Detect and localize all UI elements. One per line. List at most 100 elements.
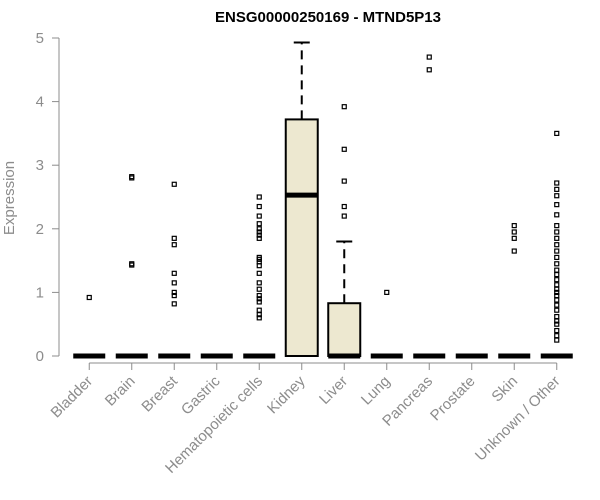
y-tick-label: 2 xyxy=(36,221,44,238)
outlier-point xyxy=(554,212,560,218)
outlier-point xyxy=(554,267,560,273)
outlier-point xyxy=(171,301,177,307)
outlier-point xyxy=(171,280,177,286)
x-tick-label: Lung xyxy=(358,373,394,409)
box-group xyxy=(243,194,276,359)
outlier-point xyxy=(341,146,347,152)
y-tick-label: 4 xyxy=(36,94,44,111)
box-group xyxy=(370,289,403,359)
box-group xyxy=(413,54,446,359)
box-group xyxy=(73,294,106,359)
outlier-point xyxy=(554,277,560,283)
outlier-point xyxy=(256,203,262,210)
outlier-point xyxy=(554,313,560,320)
y-tick-label: 5 xyxy=(36,30,44,47)
outlier-point xyxy=(256,315,262,321)
outlier-point xyxy=(171,292,177,299)
outlier-point xyxy=(256,307,262,313)
outlier-point xyxy=(554,186,560,192)
y-tick-label: 0 xyxy=(36,348,44,365)
box xyxy=(284,118,319,357)
outlier-point xyxy=(554,130,560,136)
outlier-point xyxy=(384,289,390,295)
outlier-point xyxy=(341,203,347,210)
outlier-point xyxy=(129,262,135,268)
outlier-point xyxy=(256,194,262,200)
box-group xyxy=(158,181,191,359)
outlier-point xyxy=(554,337,560,343)
outlier-point xyxy=(171,235,177,241)
outlier-point xyxy=(511,223,517,229)
outlier-point xyxy=(171,289,177,295)
outlier-point xyxy=(341,178,347,184)
outlier-point xyxy=(554,202,560,208)
outlier-point xyxy=(256,229,262,235)
x-tick-label: Prostate xyxy=(427,373,479,425)
y-tick-label: 3 xyxy=(36,157,44,174)
outlier-point xyxy=(341,104,347,110)
outlier-point xyxy=(171,270,177,276)
outlier-point xyxy=(554,289,560,295)
outlier-point xyxy=(554,180,560,186)
outlier-point xyxy=(129,175,135,181)
outlier-point xyxy=(256,299,262,305)
outlier-point xyxy=(256,226,262,232)
outlier-point xyxy=(426,54,432,60)
x-tick-label: Bladder xyxy=(47,373,96,422)
outlier-point xyxy=(554,307,560,313)
outlier-point xyxy=(554,235,560,241)
outlier-point xyxy=(256,221,262,227)
y-tick-label: 1 xyxy=(36,284,44,301)
x-tick-label: Skin xyxy=(488,373,521,406)
outlier-point xyxy=(554,292,560,299)
outlier-point xyxy=(129,174,135,180)
outlier-point xyxy=(256,254,262,261)
outlier-point xyxy=(256,270,262,276)
outlier-point xyxy=(554,242,560,248)
y-axis-label: Expression xyxy=(1,161,18,235)
outlier-point xyxy=(554,327,560,334)
plot-area xyxy=(73,41,573,359)
x-tick-label: Brain xyxy=(102,373,139,410)
outlier-point xyxy=(554,282,560,288)
outlier-point xyxy=(554,248,560,254)
box-group xyxy=(498,223,531,359)
outlier-point xyxy=(171,242,177,248)
outlier-point xyxy=(554,333,560,339)
outlier-point xyxy=(341,213,347,219)
outlier-point xyxy=(554,321,560,327)
outlier-point xyxy=(554,261,560,267)
y-axis: 0 1 2 3 4 5 xyxy=(36,30,60,365)
outlier-point xyxy=(256,232,262,238)
chart-title: ENSG00000250169 - MTND5P13 xyxy=(215,9,441,26)
outlier-point xyxy=(426,67,432,73)
outlier-point xyxy=(86,294,92,301)
box-group xyxy=(327,104,362,359)
outlier-point xyxy=(256,213,262,219)
box-group xyxy=(284,41,319,357)
box xyxy=(327,302,362,358)
outlier-point xyxy=(554,223,560,229)
outlier-point xyxy=(256,286,262,292)
x-tick-label: Kidney xyxy=(264,372,309,417)
outlier-point xyxy=(256,235,262,241)
outlier-point xyxy=(554,254,560,261)
x-tick-label: Liver xyxy=(316,373,351,408)
outlier-point xyxy=(554,302,560,308)
outlier-point xyxy=(554,297,560,303)
outlier-point xyxy=(554,193,560,199)
outlier-point xyxy=(256,296,262,302)
outlier-point xyxy=(554,229,560,235)
outlier-point xyxy=(554,271,560,278)
outlier-point xyxy=(511,248,517,254)
outlier-point xyxy=(511,235,517,241)
outlier-point xyxy=(256,292,262,299)
box-group xyxy=(115,174,148,359)
x-tick-label: Breast xyxy=(138,372,181,415)
outlier-point xyxy=(256,280,262,286)
outlier-point xyxy=(129,261,135,267)
outlier-point xyxy=(511,229,517,235)
outlier-point xyxy=(171,181,177,187)
